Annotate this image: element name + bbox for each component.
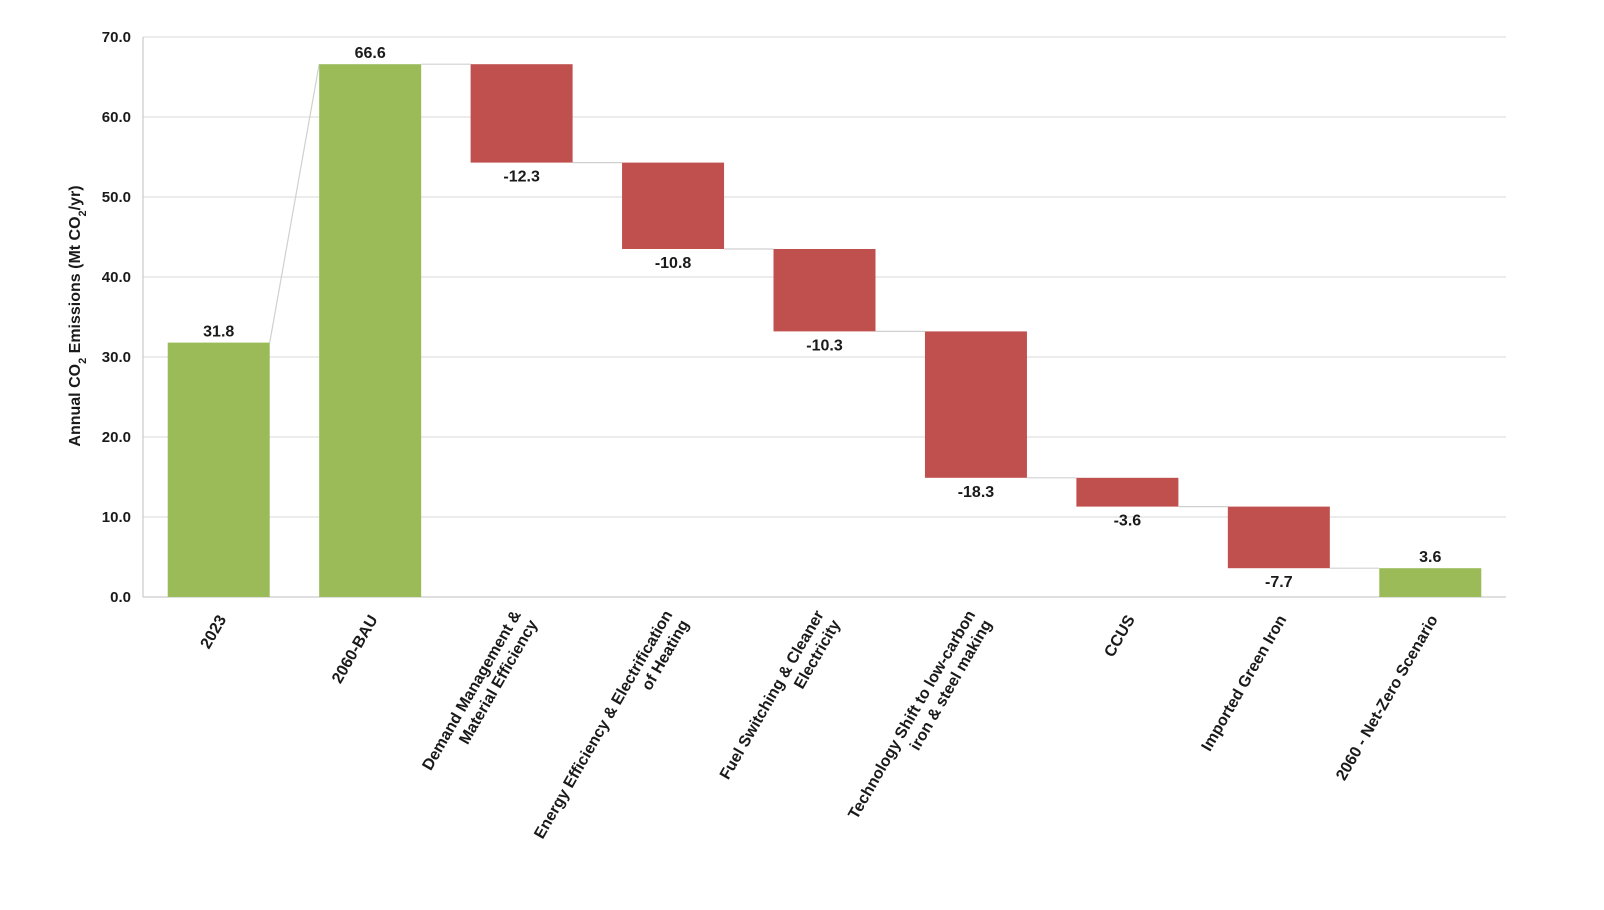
data-labels: 31.8 66.6 -12.3 -10.8 -10.3 -18.3 -3.6 -7.7 3.6 (203, 45, 1441, 591)
data-label: -10.8 (655, 255, 692, 272)
bars (167, 64, 1482, 597)
y-tick-label: 40.0 (102, 269, 131, 286)
y-tick-label: 20.0 (102, 429, 131, 446)
y-label-sub: 2 (77, 358, 89, 364)
x-tick-line: Demand Management & (419, 607, 525, 773)
x-tick-label: Fuel Switching & CleanerElectricity (717, 608, 844, 792)
x-tick-line: 2023 (198, 612, 231, 651)
x-tick-line: 2060-BAU (329, 613, 382, 687)
x-tick-label: Demand Management &Material Efficiency (419, 607, 541, 782)
y-tick-label: 70.0 (102, 29, 131, 46)
y-tick-label: 50.0 (102, 189, 131, 206)
x-tick-text: Demand Management &Material Efficiency (419, 607, 541, 782)
y-axis-ticks: 0.0 10.0 20.0 30.0 40.0 50.0 60.0 70.0 (102, 29, 131, 606)
bar-total (167, 342, 270, 597)
x-tick-label: Technology Shift to low-carboniron & ste… (845, 608, 995, 832)
x-tick-line: Technology Shift to low-carbon (845, 608, 979, 823)
x-tick-text: CCUS (1101, 612, 1139, 660)
bar-total (319, 64, 422, 597)
data-label: -3.6 (1114, 513, 1142, 530)
connectors (269, 63, 1380, 569)
x-tick-label: Energy Efficiency & Electrificationof He… (531, 608, 692, 852)
x-tick-text: Fuel Switching & CleanerElectricity (717, 608, 844, 792)
bar-total (1379, 568, 1482, 597)
y-tick-label: 10.0 (102, 509, 131, 526)
bar-decrease (773, 249, 876, 332)
y-tick-label: 30.0 (102, 349, 131, 366)
bar-decrease (1227, 506, 1330, 569)
y-label-part: Annual CO (67, 364, 84, 447)
x-tick-text: 2060-BAU (329, 613, 382, 687)
data-label: -12.3 (503, 169, 540, 186)
y-axis-label: Annual CO2 Emissions (Mt CO2/yr) (67, 185, 89, 446)
x-tick-label: 2060-BAU (329, 613, 382, 687)
data-label: 31.8 (203, 324, 234, 341)
x-tick-line: Energy Efficiency & Electrification (531, 608, 676, 842)
x-tick-line: Imported Green Iron (1199, 613, 1291, 755)
data-label: 66.6 (355, 45, 386, 62)
x-tick-label: 2060 - Net-Zero Scenario (1333, 612, 1442, 783)
data-label: -10.3 (806, 337, 843, 354)
x-tick-text: Energy Efficiency & Electrificationof He… (531, 608, 692, 852)
bar-decrease (1076, 477, 1179, 507)
x-tick-text: Technology Shift to low-carboniron & ste… (845, 608, 995, 832)
connector-line (269, 64, 320, 343)
x-axis-categories: 2023 2060-BAU Demand Management &Material … (198, 607, 1442, 852)
y-label-part: /yr) (67, 185, 84, 210)
data-label: 3.6 (1419, 549, 1441, 566)
x-tick-text: 2023 (198, 612, 231, 651)
x-tick-line: 2060 - Net-Zero Scenario (1333, 612, 1442, 783)
x-tick-label: 2023 (198, 612, 231, 651)
x-tick-text: 2060 - Net-Zero Scenario (1333, 612, 1442, 783)
bar-decrease (924, 331, 1027, 478)
data-label: -18.3 (958, 484, 995, 501)
bar-decrease (622, 162, 725, 249)
data-label: -7.7 (1265, 574, 1293, 591)
x-tick-line: Fuel Switching & Cleaner (717, 608, 828, 783)
y-tick-label: 60.0 (102, 109, 131, 126)
bar-decrease (470, 64, 573, 163)
y-label-sub: 2 (77, 210, 89, 216)
x-tick-label: CCUS (1101, 612, 1139, 660)
y-label-part: Emissions (Mt CO (67, 216, 84, 357)
x-tick-text: Imported Green Iron (1199, 613, 1291, 755)
y-tick-label: 0.0 (110, 589, 131, 606)
x-tick-label: Imported Green Iron (1199, 613, 1291, 755)
x-tick-line: CCUS (1101, 612, 1139, 660)
